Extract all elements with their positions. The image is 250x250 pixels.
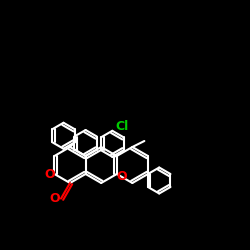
Text: O: O bbox=[44, 168, 55, 180]
Text: O: O bbox=[116, 170, 127, 183]
Text: Cl: Cl bbox=[115, 120, 128, 133]
Text: O: O bbox=[50, 192, 60, 205]
